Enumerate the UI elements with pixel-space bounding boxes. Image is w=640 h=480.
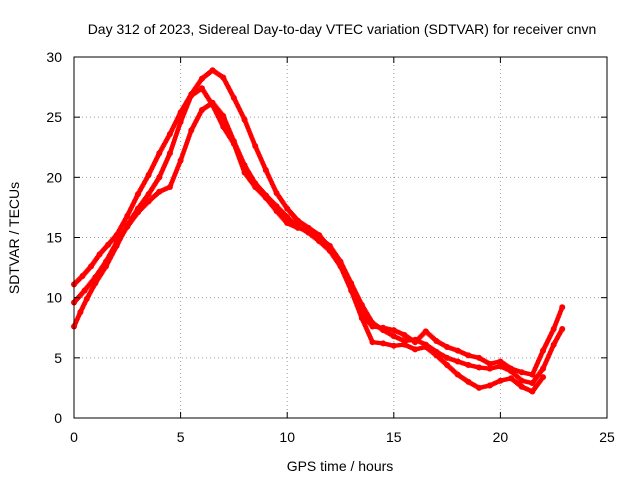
x-tick-label: 15 — [386, 429, 402, 445]
y-tick-label: 0 — [54, 410, 62, 426]
y-axis-label: SDTVAR / TECUs — [6, 182, 22, 294]
series-track-b — [71, 67, 566, 378]
x-tick-label: 10 — [279, 429, 295, 445]
x-tick-label: 5 — [177, 429, 185, 445]
data-point — [559, 304, 566, 311]
y-tick-label: 15 — [46, 230, 62, 246]
y-tick-label: 20 — [46, 169, 62, 185]
series-track-c — [71, 99, 547, 395]
axis-ticks: 0 5 10 15 20 25 0 5 10 15 20 25 30 — [46, 49, 615, 445]
data-points — [71, 67, 566, 395]
y-tick-label: 10 — [46, 290, 62, 306]
plot-frame — [73, 56, 608, 419]
y-tick-label: 25 — [46, 109, 62, 125]
data-point — [559, 325, 566, 332]
x-tick-label: 25 — [599, 429, 615, 445]
data-point — [540, 374, 547, 381]
y-tick-label: 30 — [46, 49, 62, 65]
x-axis-label: GPS time / hours — [287, 458, 394, 474]
y-tick-label: 5 — [54, 350, 62, 366]
grid — [74, 57, 607, 418]
x-tick-label: 20 — [493, 429, 509, 445]
x-tick-label: 0 — [70, 429, 78, 445]
chart-title: Day 312 of 2023, Sidereal Day-to-day VTE… — [88, 21, 597, 37]
